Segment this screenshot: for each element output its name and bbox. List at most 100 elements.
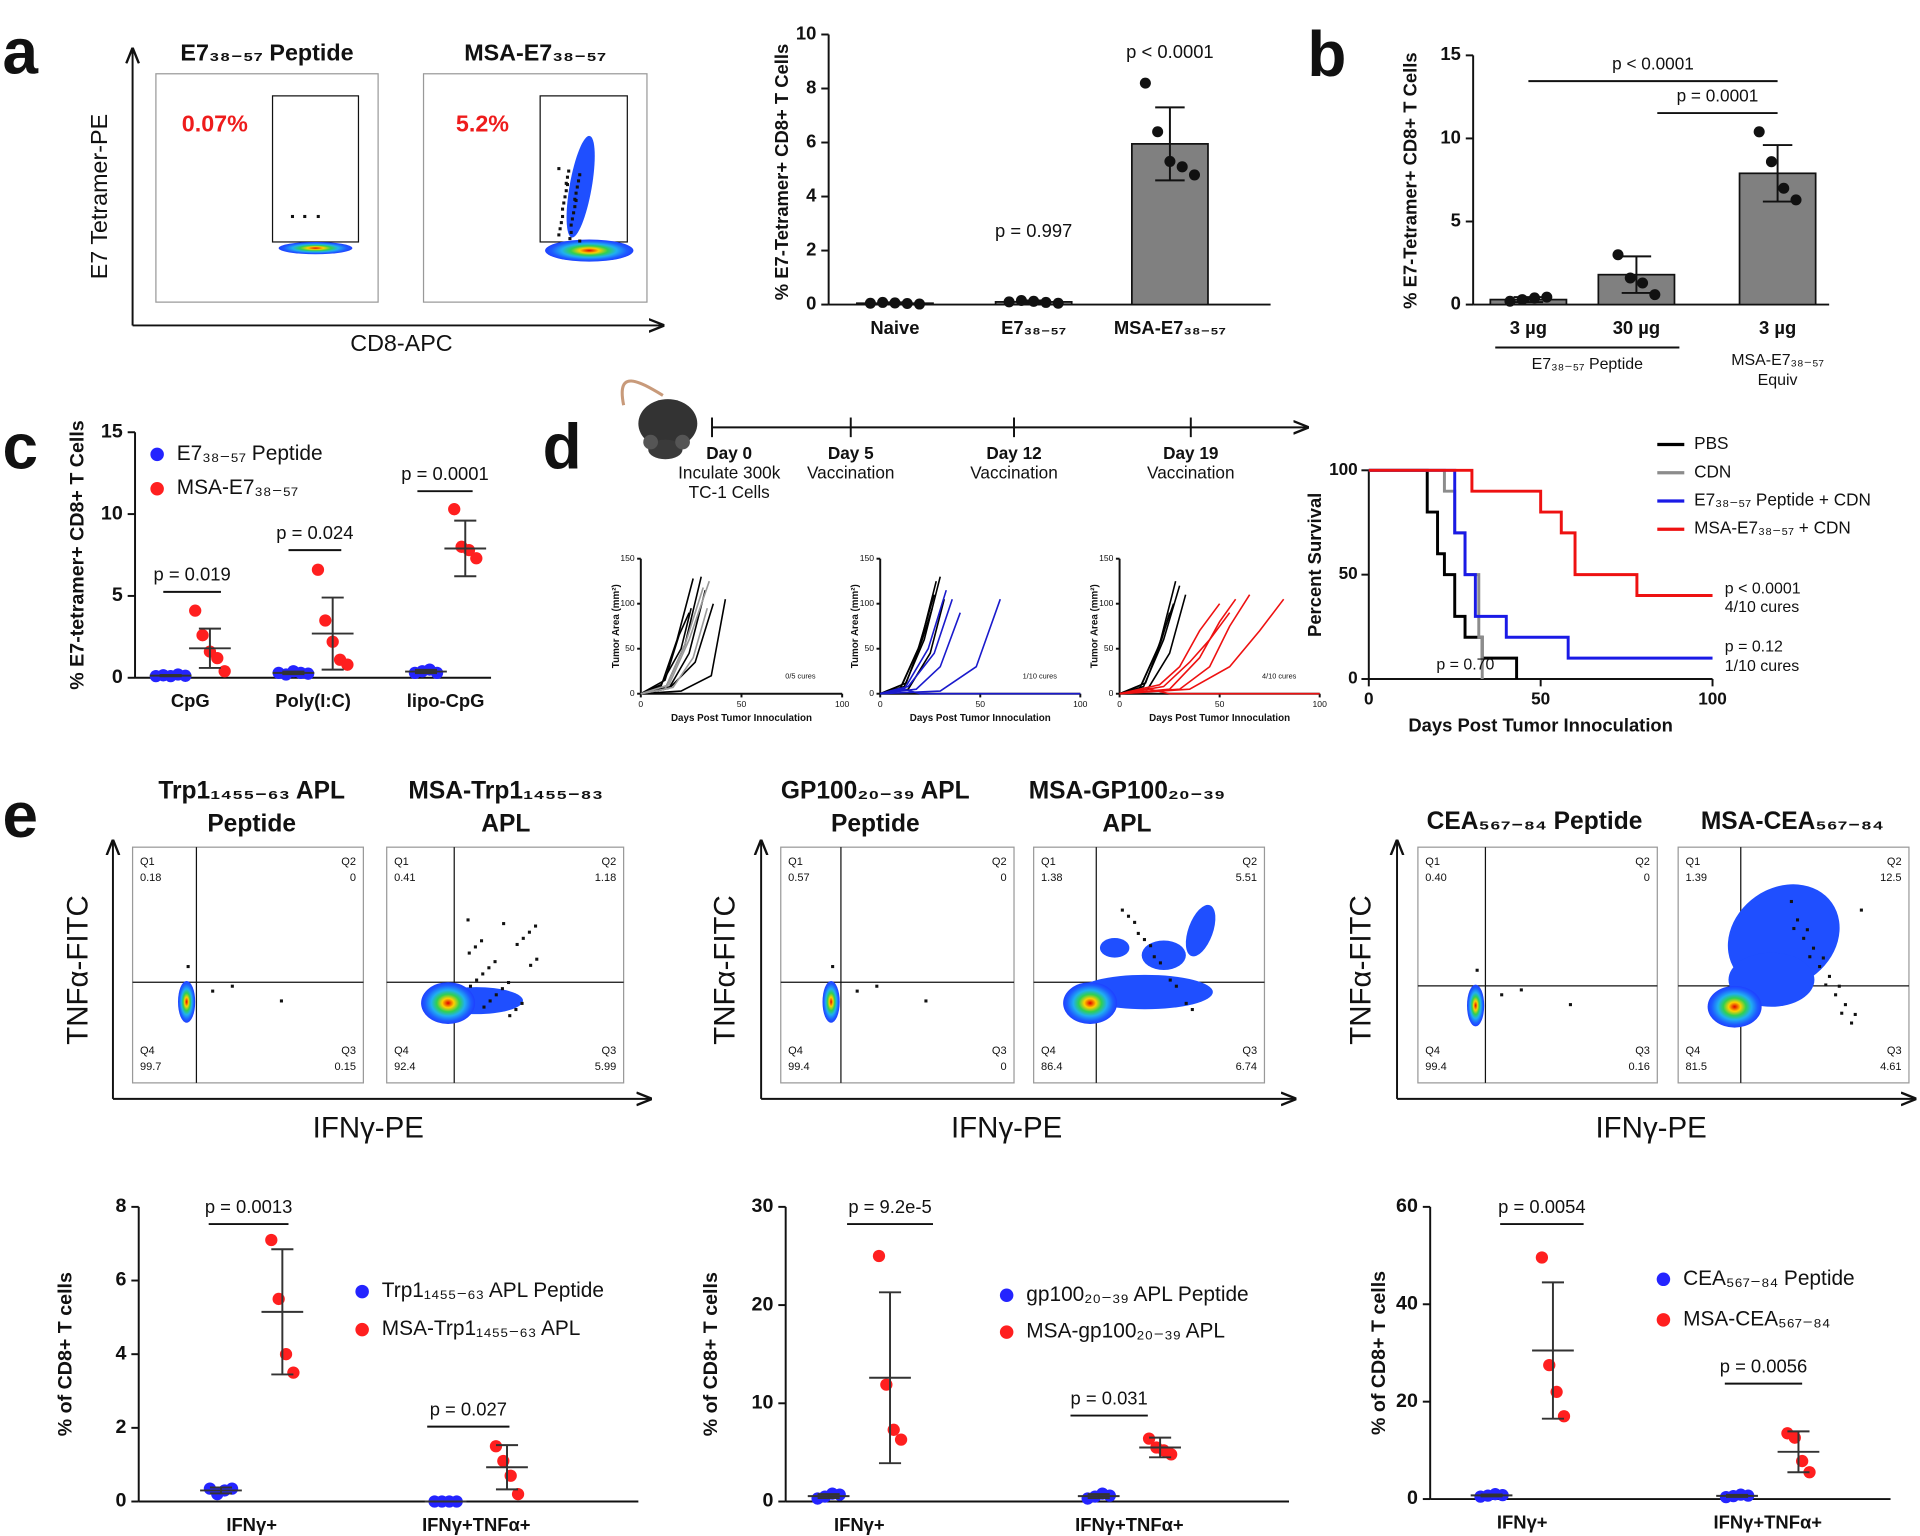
data-point (1165, 1448, 1178, 1461)
y-axis-label: % of CD8+ T cells (54, 1272, 76, 1436)
cures-label: 1/10 cures (1023, 671, 1058, 680)
x-tick-label: 50 (1531, 688, 1550, 708)
p-value: p < 0.0001 (1126, 41, 1214, 62)
quadrant-value: 0 (1644, 872, 1650, 884)
event-dot (467, 951, 471, 955)
event-dot (535, 957, 539, 961)
data-point (1142, 1432, 1156, 1445)
plot-title: APL (481, 811, 530, 838)
quadrant-value: 0.40 (1425, 872, 1446, 884)
x-tick-label: 100 (835, 699, 850, 709)
event-dot (279, 999, 283, 1003)
y-tick-label: 40 (1396, 1292, 1418, 1314)
y-axis-label: % E7-tetramer+ CD8+ T Cells (67, 420, 89, 689)
y-tick-label: 15 (101, 420, 123, 442)
event-dot (230, 984, 234, 988)
y-axis-label: TNFα-FITC (62, 895, 95, 1045)
growth-curve (880, 599, 946, 695)
event-dot (1190, 1008, 1194, 1012)
y-tick-label: 150 (1099, 553, 1114, 563)
quadrant-value: 0.57 (788, 872, 809, 884)
annotation: 1/10 cures (1725, 658, 1799, 675)
y-tick-label: 0 (116, 1490, 127, 1512)
y-tick-label: 10 (1440, 126, 1460, 147)
event-dot (563, 195, 567, 199)
annotation: 4/10 cures (1725, 599, 1799, 616)
y-axis-label: Tumor Area (mm²) (611, 584, 622, 668)
data-point (1790, 194, 1802, 206)
annotation: p = 0.12 (1725, 638, 1783, 655)
data-point (1803, 1466, 1816, 1479)
x-tick-label: 3 µg (1759, 317, 1796, 338)
y-tick-label: 0 (1109, 688, 1114, 698)
event-dot (1824, 983, 1828, 987)
y-tick-label: 50 (625, 643, 635, 653)
x-tick-label: E7₃₈₋₅₇ (1001, 317, 1066, 338)
x-tick-label: 50 (737, 699, 747, 709)
event-dot (1126, 914, 1131, 918)
data-point (1028, 295, 1040, 307)
event-dot (520, 1001, 524, 1005)
x-tick-label: 0 (1117, 699, 1122, 709)
category-note: MSA-E7₃₈₋₅₇ (1731, 352, 1824, 369)
event-dot (1840, 1011, 1844, 1015)
quadrant-value: 0 (350, 872, 356, 884)
p-value: p = 0.027 (430, 1399, 507, 1420)
x-tick-label: CpG (171, 690, 210, 711)
data-point (1765, 156, 1777, 168)
growth-curve (640, 599, 727, 695)
data-point (1753, 126, 1765, 138)
y-axis-label: E7 Tetramer-PE (86, 114, 112, 279)
event-dot (831, 965, 835, 969)
y-tick-label: 8 (116, 1195, 127, 1217)
event-dot (500, 987, 504, 991)
timeline-label: Vaccination (970, 463, 1058, 483)
y-tick-label: 10 (752, 1391, 774, 1413)
growth-curve (1119, 598, 1237, 695)
plot-title: Peptide (831, 811, 920, 838)
event-dot (558, 227, 562, 231)
quadrant-name: Q2 (1887, 856, 1902, 868)
y-tick-label: 20 (1396, 1390, 1418, 1412)
y-tick-label: 50 (1104, 643, 1114, 653)
quadrant-name: Q3 (1635, 1045, 1650, 1057)
x-tick-label: 50 (1215, 699, 1225, 709)
x-tick-label: 30 µg (1613, 317, 1660, 338)
cell-density (278, 241, 353, 255)
event-dot (186, 965, 190, 969)
event-dot (480, 939, 484, 943)
y-tick-label: 60 (1396, 1195, 1418, 1217)
data-point (1516, 294, 1528, 306)
category-note: Equiv (1758, 372, 1798, 389)
quadrant-name: Q1 (394, 856, 409, 868)
event-dot (473, 945, 477, 949)
cell-density (545, 239, 634, 262)
legend-label: CEA₅₆₇₋₈₄ Peptide (1683, 1267, 1855, 1290)
quadrant-name: Q4 (1425, 1045, 1440, 1057)
quadrant-value: 99.4 (788, 1061, 809, 1073)
legend-marker (1656, 1272, 1671, 1287)
y-tick-label: 6 (116, 1269, 127, 1291)
legend-label: gp100₂₀₋₃₉ APL Peptide (1026, 1283, 1248, 1306)
cell-density (1707, 985, 1762, 1028)
event-dot (1808, 955, 1812, 959)
event-dot (303, 214, 307, 219)
event-dot (1519, 988, 1523, 992)
y-tick-label: 30 (752, 1195, 774, 1217)
mouse-ear (643, 434, 659, 450)
plot-title: MSA-GP100₂₀₋₃₉ (1029, 777, 1225, 804)
mouse-icon (620, 379, 698, 460)
y-tick-label: 50 (865, 643, 875, 653)
event-dot (1792, 926, 1796, 931)
event-dot (575, 185, 579, 189)
data-point (1624, 272, 1636, 284)
event-dot (1834, 993, 1838, 997)
y-tick-label: 8 (806, 76, 816, 97)
event-dot (502, 922, 506, 926)
event-dot (855, 989, 859, 993)
cell-cloud (566, 135, 595, 238)
quadrant-value: 6.74 (1236, 1061, 1257, 1073)
quadrant-value: 0.18 (140, 872, 161, 884)
growth-curve (640, 580, 711, 695)
